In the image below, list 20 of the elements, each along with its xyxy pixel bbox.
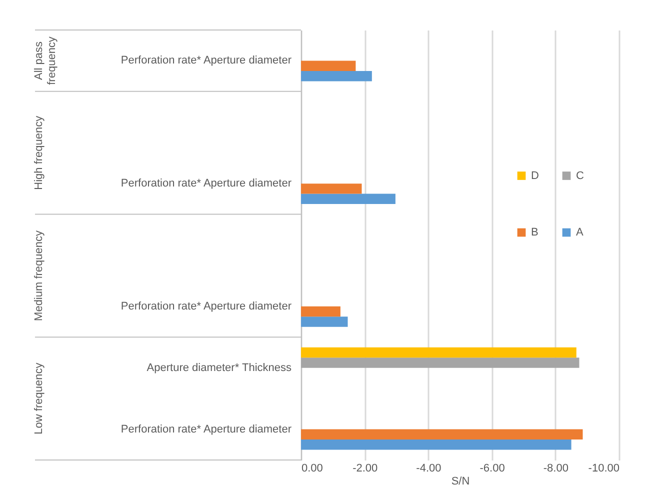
x-tick-label: -10.00 [588,462,620,474]
x-tick-label: -4.00 [416,462,442,474]
y-tick-label: Perforation rate* Aperture diameter [120,423,292,436]
text: All pass frequency [33,36,58,85]
y-tick-label: Perforation rate* Aperture diameter [120,178,292,190]
text: Medium frequency [33,230,45,321]
text: Low frequency [33,362,45,434]
legend-label: B [531,226,538,238]
y-tick-label: Aperture diameter* Thickness [146,362,292,374]
x-tick-label: -2.00 [352,462,378,474]
x-tick-label: -8.00 [543,462,568,474]
text: High frequency [33,115,45,190]
legend-label: D [531,170,539,182]
legend-label: A [576,226,584,238]
y-tick-label: Perforation rate* Aperture diameter [120,300,292,312]
legend-label: C [576,170,584,182]
x-axis-title: S/N [451,476,470,486]
x-tick-label: 0.00 [302,462,323,474]
y-tick-label: Perforation rate* Aperture diameter [120,54,292,67]
x-tick-label: -6.00 [480,462,505,474]
